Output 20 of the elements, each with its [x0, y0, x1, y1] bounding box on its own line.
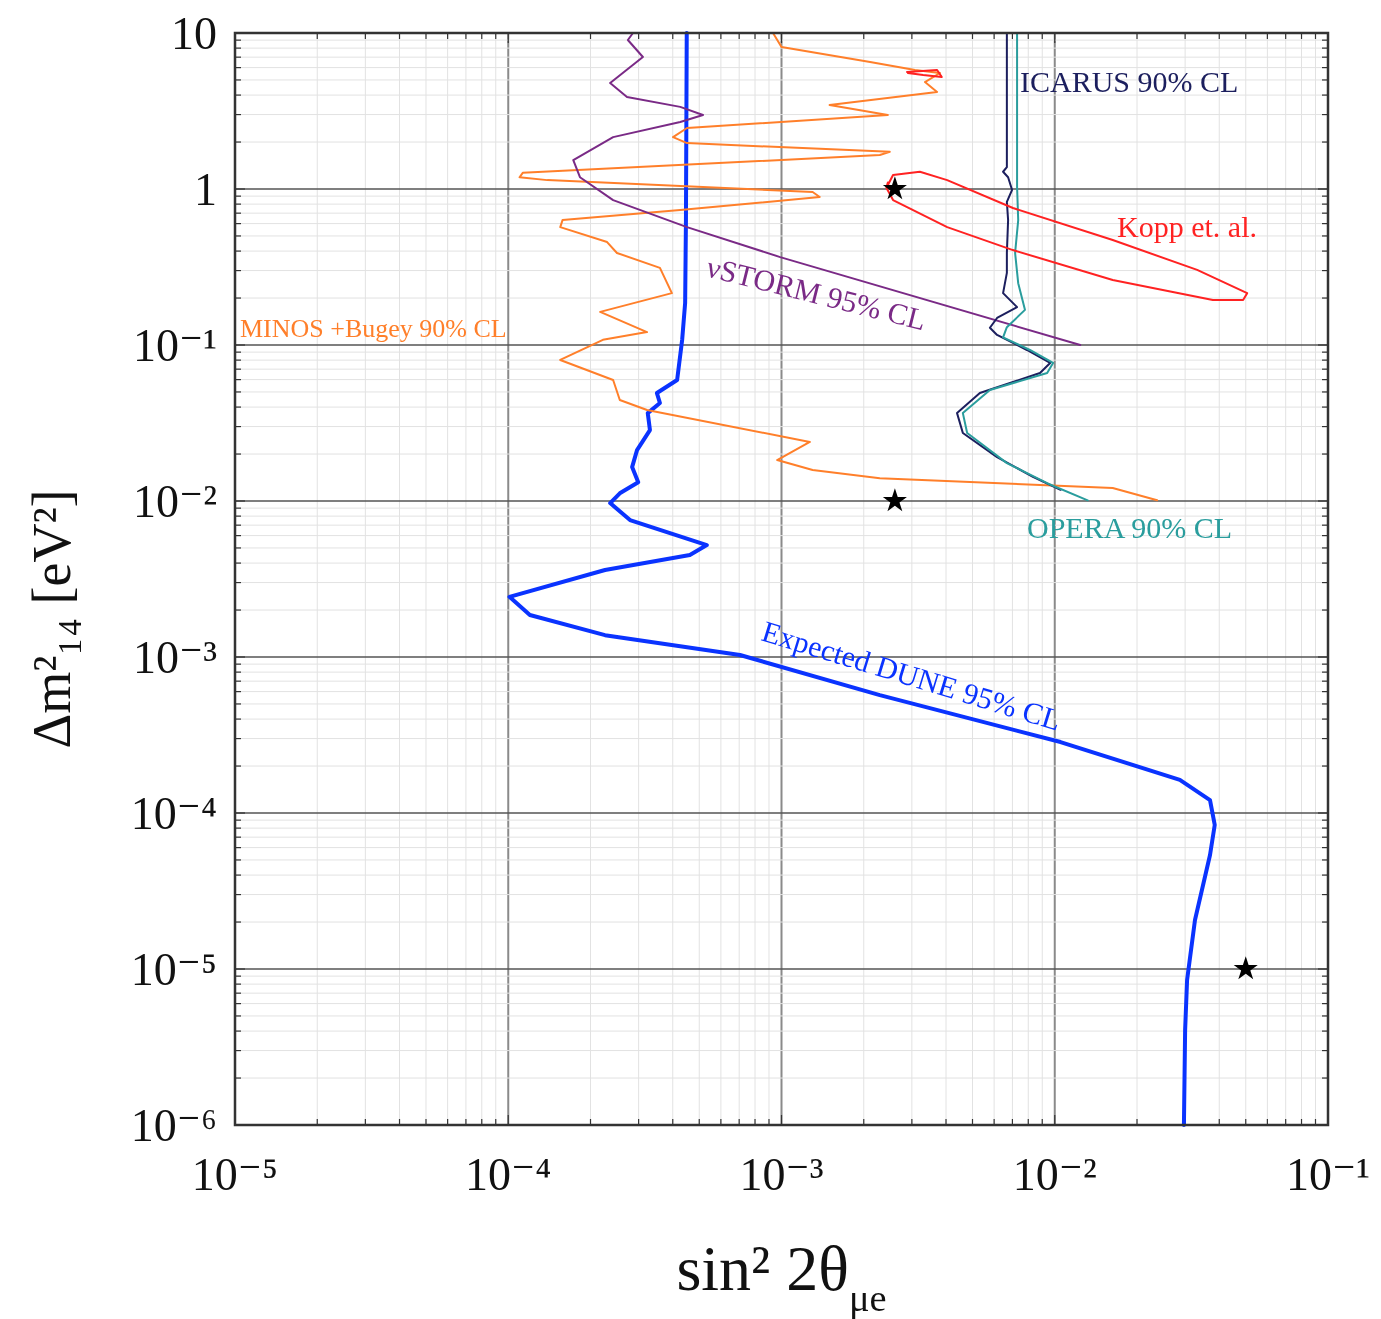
series-label: Kopp et. al. — [1117, 210, 1257, 243]
x-tick-label: 10⁻² — [1012, 1149, 1097, 1200]
text: νSTORM 95% CL — [703, 249, 930, 337]
line-series — [906, 69, 943, 79]
y-axis-title: Δm²₁₄ [eV²] — [22, 489, 82, 749]
x-axis-title: sin² 2θ$_{μe}$ — [676, 1233, 887, 1319]
y-tick-label: 10⁻³ — [132, 632, 217, 683]
x-tick-label: 10⁻³ — [739, 1149, 824, 1200]
y-tick-label: 1 — [194, 164, 217, 215]
x-tick-label: 10⁻⁴ — [465, 1149, 552, 1200]
y-tick-label: 10 — [171, 8, 217, 59]
text: MINOS +Bugey 90% CL — [240, 314, 507, 343]
y-tick-label: 10⁻⁶ — [130, 1100, 217, 1151]
y-tick-label: 10⁻⁴ — [130, 788, 217, 839]
series-label: ICARUS 90% CL — [1020, 65, 1239, 98]
series-label: OPERA 90% CL — [1027, 511, 1233, 544]
y-tick-label: 10⁻² — [132, 476, 217, 527]
y-tick-label: 10⁻¹ — [132, 320, 217, 371]
y-tick-label: 10⁻⁵ — [130, 944, 217, 995]
x-tick-label: 10⁻¹ — [1285, 1149, 1371, 1200]
